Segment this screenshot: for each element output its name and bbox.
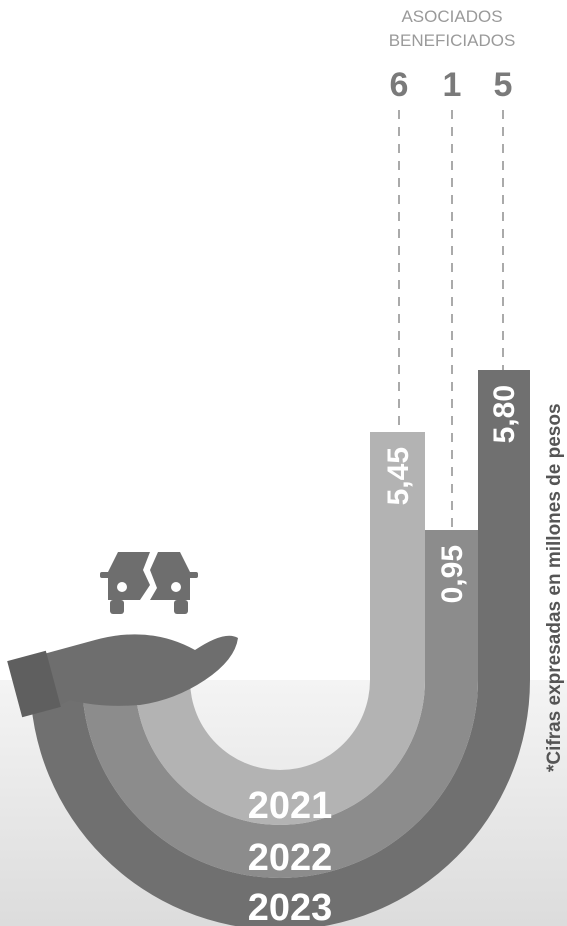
footnote: *Cifras expresadas en millones de pesos bbox=[544, 403, 565, 772]
guides bbox=[398, 110, 504, 530]
year: 2022 bbox=[248, 837, 333, 879]
beneficiaries: 1 bbox=[443, 66, 462, 104]
year: 2023 bbox=[248, 887, 333, 926]
amount: 5,80 bbox=[488, 385, 521, 443]
amount: 5,45 bbox=[382, 447, 415, 505]
header-line: ASOCIADOS bbox=[401, 7, 502, 26]
header-line: BENEFICIADOS bbox=[389, 31, 516, 50]
hand bbox=[40, 634, 238, 710]
amount: 0,95 bbox=[436, 545, 469, 603]
cuff bbox=[7, 650, 61, 718]
car-icon bbox=[100, 552, 198, 614]
band-2023 bbox=[30, 370, 530, 926]
band-2022 bbox=[82, 530, 478, 878]
year: 2021 bbox=[248, 785, 333, 827]
beneficiaries: 6 bbox=[390, 66, 409, 104]
beneficiaries: 5 bbox=[494, 66, 513, 104]
band-2021 bbox=[135, 432, 425, 825]
